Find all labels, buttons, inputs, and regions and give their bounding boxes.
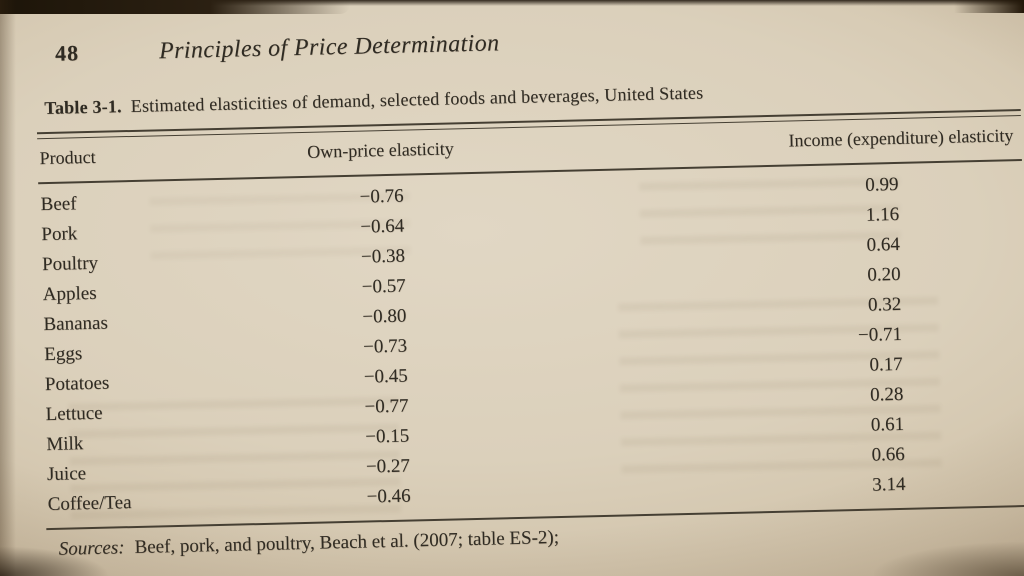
cell-own-price-elasticity: −0.57 (361, 275, 406, 298)
cell-own-price-elasticity: −0.38 (360, 245, 406, 268)
page-number: 48 (54, 40, 80, 66)
cell-own-price-elasticity: −0.77 (364, 395, 409, 418)
page-header: 48 Principles of Price Determination (55, 19, 985, 68)
photo-corner-bottom-right (874, 542, 1024, 576)
table-caption-label: Table 3-1. (44, 96, 122, 119)
cell-own-price-elasticity: −0.76 (359, 185, 404, 208)
photo-left-shadow (0, 0, 16, 576)
cell-own-price-elasticity: −0.15 (365, 425, 410, 448)
column-header-own-price-elasticity: Own-price elasticity (307, 138, 454, 162)
cell-own-price-elasticity: −0.46 (366, 485, 411, 508)
column-header-income-elasticity: Income (expenditure) elasticity (788, 125, 1014, 151)
column-header-product: Product (39, 146, 96, 169)
cell-own-price-elasticity: −0.80 (362, 305, 407, 328)
cell-own-price-elasticity: −0.64 (360, 215, 405, 238)
table-body: Beef −0.76 0.99 Pork −0.64 1.16 Poultry −0.38 0.… (36, 162, 996, 528)
running-title: Principles of Price Determination (158, 30, 500, 65)
photo-corner-top-left (0, 0, 350, 14)
sources-text: Beef, pork, and poultry, Beach et al. (2… (134, 527, 560, 559)
page-sheet: 48 Principles of Price Determination Tab… (32, 3, 1024, 561)
cell-own-price-elasticity: −0.45 (363, 365, 409, 388)
sources-label: Sources: (58, 537, 125, 560)
cell-own-price-elasticity: −0.73 (362, 335, 408, 358)
table-caption-text: Estimated elasticities of demand, select… (130, 82, 704, 116)
cell-own-price-elasticity: −0.27 (365, 455, 411, 478)
cell-product: Coffee/Tea (47, 492, 132, 516)
